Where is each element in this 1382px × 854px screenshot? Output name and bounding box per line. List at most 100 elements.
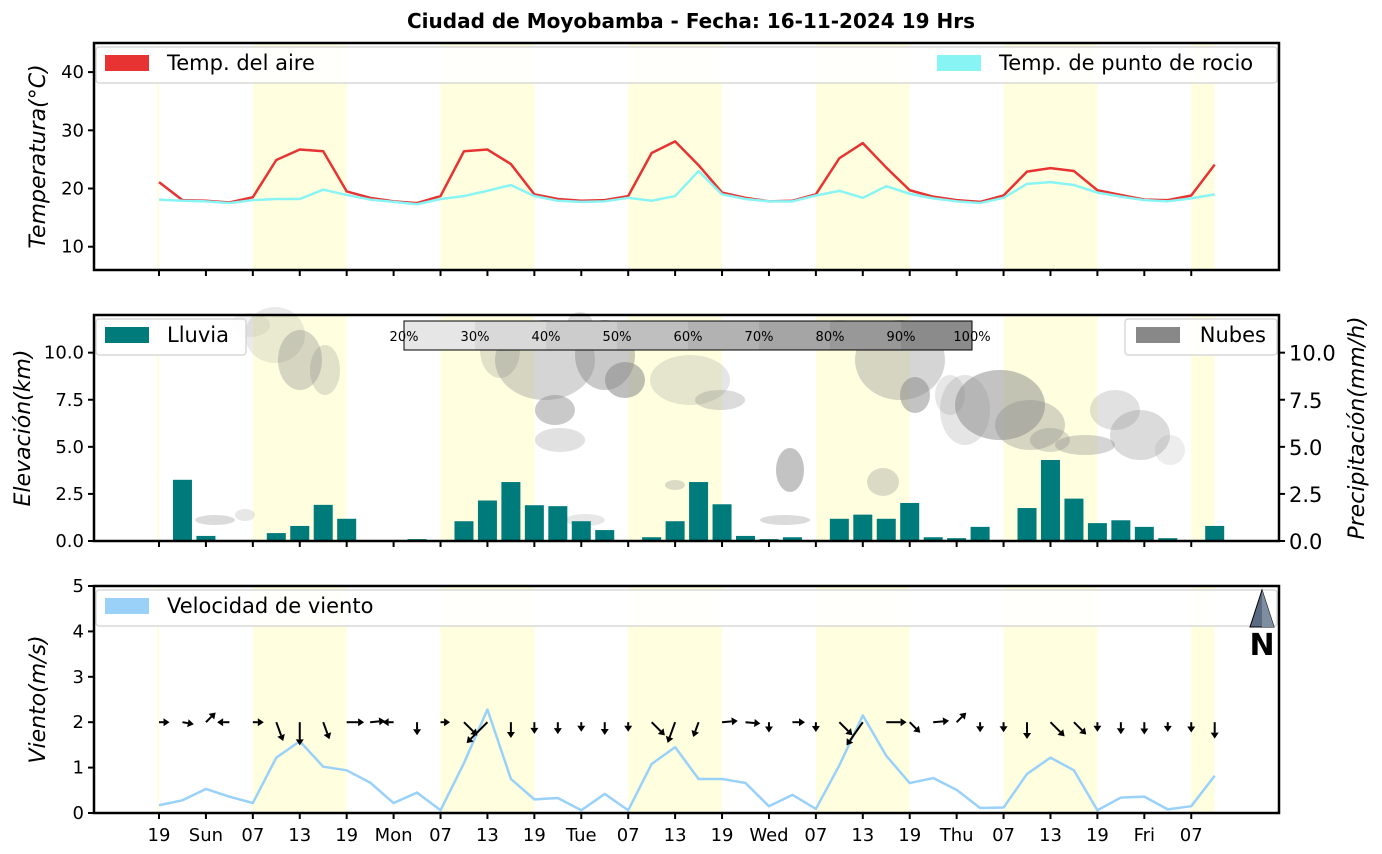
wind-arrow-head xyxy=(624,725,633,732)
daylight-band xyxy=(157,315,159,541)
rain-bar xyxy=(1040,460,1060,541)
wind-arrow-head xyxy=(731,717,738,726)
wind-arrow-head xyxy=(845,728,853,736)
north-label: N xyxy=(1249,628,1274,663)
rain-bar xyxy=(689,482,709,541)
cloud-contour xyxy=(1090,390,1140,430)
y2-tick-label: 10.0 xyxy=(1289,342,1336,366)
rain-bar xyxy=(501,482,521,541)
y-tick-label: 20 xyxy=(61,179,84,200)
wind-arrow-head xyxy=(657,728,665,736)
wind-arrow-shaft xyxy=(275,721,283,736)
wind-arrow-head xyxy=(277,733,285,741)
cloud-scale-segment xyxy=(901,321,973,350)
cloud-scale-label: 100% xyxy=(953,330,990,345)
y-tick-label: 3 xyxy=(73,667,84,688)
wind-arrow-head xyxy=(1079,727,1087,735)
temp-air-line xyxy=(158,140,1216,205)
cloud-scale-segment xyxy=(546,321,618,350)
wind-arrow-shaft xyxy=(205,715,213,723)
cloud-scale-segment xyxy=(617,321,689,350)
cloud-contour xyxy=(940,375,990,445)
wind-arrow-head xyxy=(187,719,194,728)
cloud-contour xyxy=(776,448,804,492)
wind-arrow-head xyxy=(913,725,921,733)
y-tick-label: 4 xyxy=(73,621,84,642)
rain-bar xyxy=(524,505,544,541)
wind-arrow-head xyxy=(600,728,609,735)
legend-dew-point: Temp. de punto de rocio xyxy=(998,51,1253,75)
y-tick-label: 1 xyxy=(73,758,84,779)
wind-arrow-shaft xyxy=(182,721,189,725)
legend-wind: Velocidad de viento xyxy=(167,594,373,618)
wind-arrow-head xyxy=(900,718,907,727)
cloud-scale-label: 90% xyxy=(887,330,916,345)
wind-arrow-shaft xyxy=(849,721,864,742)
x-tick-label: 07 xyxy=(1180,825,1203,846)
wind-arrow-head xyxy=(976,726,985,733)
cloud-contour xyxy=(900,377,930,413)
wind-arrow-shaft xyxy=(721,720,732,724)
daylight-band xyxy=(157,43,159,270)
rain-bar xyxy=(1017,508,1037,541)
wind-arrow-shaft xyxy=(370,720,380,724)
cloud-scale-label: 70% xyxy=(745,330,774,345)
y-tick-label: 30 xyxy=(61,120,84,141)
rain-bar xyxy=(1087,523,1107,541)
wind-arrow-shaft xyxy=(1049,721,1062,733)
cloud-scale-frame xyxy=(403,320,973,351)
wind-arrow-head xyxy=(506,731,515,738)
wind-arrow-shaft xyxy=(322,721,329,734)
wind-arrow-head xyxy=(217,718,224,727)
y2-tick-label: 2.5 xyxy=(1289,483,1322,507)
wind-arrow-head xyxy=(959,712,967,720)
wind-arrow-head xyxy=(382,718,389,727)
x-tick-label: Mon xyxy=(375,825,413,846)
x-tick-label: 19 xyxy=(898,825,921,846)
cloud-scale-label: 80% xyxy=(816,330,845,345)
rain-bar xyxy=(548,506,568,541)
cloud-scale-label: 60% xyxy=(674,330,703,345)
rain-bar xyxy=(782,537,802,541)
cloud-contour xyxy=(1155,435,1185,465)
cloud-contour xyxy=(235,509,255,521)
wind-panel: Velocidad de viento N 0 1 2 3 4 5 19 Sun 07 13 19 Mon… xyxy=(26,576,1281,846)
legend-temp-air-swatch xyxy=(105,55,149,71)
y-axis-label: Viento(m/s) xyxy=(26,635,51,763)
wind-arrow-head xyxy=(1210,732,1219,739)
cloud-contour xyxy=(605,362,645,398)
wind-arrow-head xyxy=(577,725,586,732)
x-tick-label: Thu xyxy=(939,825,974,846)
x-tick-label: 07 xyxy=(429,825,452,846)
legend-rain-swatch xyxy=(105,327,149,343)
rain-bar xyxy=(736,535,755,541)
cloud-contour xyxy=(278,330,322,390)
x-tick-label: 19 xyxy=(335,825,358,846)
cloud-contour xyxy=(1030,428,1070,452)
wind-arrow-shaft xyxy=(909,721,917,730)
cloud-contour xyxy=(1110,410,1170,460)
wind-arrow-head xyxy=(208,712,216,720)
x-tick-label: 13 xyxy=(476,825,499,846)
wind-arrow-head xyxy=(1163,725,1172,732)
rain-bar xyxy=(1111,520,1131,541)
daylight-band xyxy=(157,586,159,813)
wind-arrow-head xyxy=(444,718,451,727)
wind-arrow-head xyxy=(378,717,386,726)
wind-arrow-shaft xyxy=(933,720,944,724)
x-tick-label: 13 xyxy=(664,825,687,846)
temperature-panel: Temp. del aire Temp. de punto de rocio 10 2… xyxy=(26,41,1281,276)
x-tick-label: 19 xyxy=(523,825,546,846)
wind-arrow-shaft xyxy=(668,721,677,738)
rain-bar xyxy=(970,526,990,541)
cloud-scale-segment xyxy=(404,321,476,350)
daylight-band xyxy=(1191,43,1215,270)
wind-arrow-head xyxy=(1023,732,1032,739)
rain-bar xyxy=(1134,526,1154,541)
chart-title: Ciudad de Moyobamba - Fecha: 16-11-2024 … xyxy=(407,9,975,33)
y-axis-label: Temperatura(°C) xyxy=(26,64,51,248)
y-tick-label: 0.0 xyxy=(55,531,84,552)
rain-bar xyxy=(829,518,849,541)
rain-bar xyxy=(172,479,192,541)
